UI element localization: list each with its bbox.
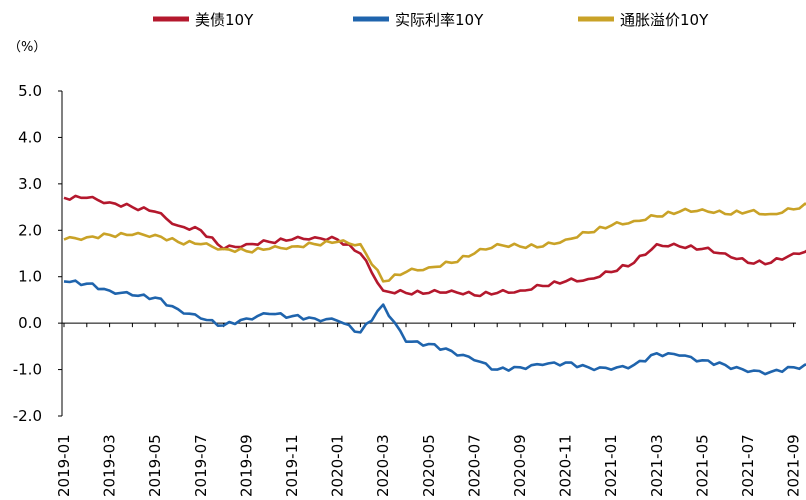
x-tick-label: 2021-03 [648, 434, 666, 497]
x-tick-label: 2019-07 [192, 434, 210, 497]
y-tick-label: -2.0 [13, 407, 42, 425]
y-tick-label: 5.0 [18, 82, 42, 100]
axes: 5.0 4.0 3.0 2.0 1.0 0.0 -1.0 -2.0 2019-01 2019-03… [13, 82, 803, 497]
y-tick-label: 3.0 [18, 175, 42, 193]
y-tick-label: 0.0 [18, 314, 42, 332]
x-tick-label: 2021-09 [785, 434, 803, 497]
x-tick-label: 2019-11 [283, 434, 301, 497]
legend-label-1: 美债10Y [195, 11, 254, 29]
x-tick-label: 2020-03 [374, 434, 392, 497]
series-line-3 [63, 202, 806, 283]
series-layer [63, 194, 806, 376]
y-tick-label: -1.0 [13, 361, 42, 379]
x-tick-label: 2020-01 [329, 434, 347, 497]
x-tick-label: 2021-01 [602, 434, 620, 497]
x-tick-label: 2019-05 [146, 434, 164, 497]
x-tick-label: 2020-09 [511, 434, 529, 497]
x-tick-label: 2020-05 [420, 434, 438, 497]
y-tick-label: 4.0 [18, 128, 42, 146]
legend-label-3: 通胀溢价10Y [620, 11, 709, 29]
y-unit-label: （%） [8, 40, 46, 55]
x-tick-label: 2019-01 [55, 434, 73, 497]
x-tick-label: 2020-11 [557, 434, 575, 497]
y-tick-label: 1.0 [18, 268, 42, 286]
y-tick-label: 2.0 [18, 221, 42, 239]
x-tick-label: 2021-05 [693, 434, 711, 497]
series-line-2 [63, 279, 806, 376]
x-tick-label: 2021-07 [739, 434, 757, 497]
legend: 美债10Y 实际利率10Y 通胀溢价10Y [153, 11, 709, 29]
x-tick-label: 2020-07 [465, 434, 483, 497]
series-line-1 [63, 194, 806, 298]
x-tick-label: 2019-09 [237, 434, 255, 497]
legend-label-2: 实际利率10Y [395, 11, 484, 29]
x-tick-label: 2019-03 [101, 434, 119, 497]
